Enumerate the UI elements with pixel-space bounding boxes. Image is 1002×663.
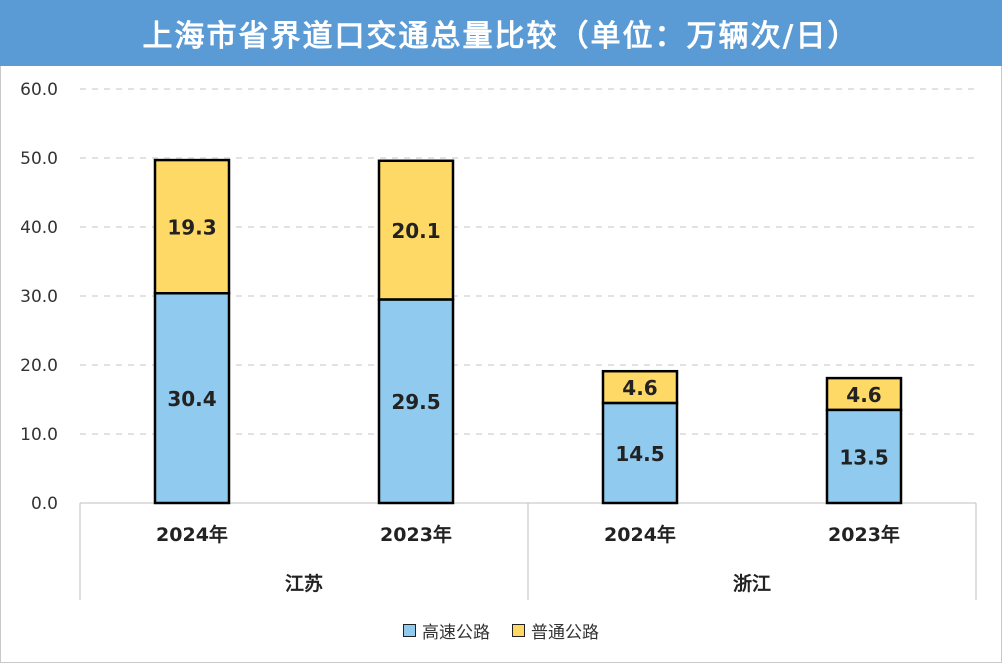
title-bar: 上海市省界道口交通总量比较（单位：万辆次/日） — [0, 0, 1002, 66]
legend-item-ordinary: 普通公路 — [512, 618, 599, 643]
bar-ordinary — [825, 376, 903, 412]
legend-label-expressway: 高速公路 — [422, 622, 490, 643]
x-category-label: 2024年 — [604, 523, 676, 546]
legend-label-ordinary: 普通公路 — [531, 622, 599, 643]
legend-swatch-ordinary — [512, 623, 525, 637]
data-label: 20.1 — [391, 219, 440, 243]
legend-item-expressway: 高速公路 — [403, 618, 490, 643]
bar-ordinary — [377, 159, 455, 301]
y-tick-label: 60.0 — [20, 80, 58, 100]
bar-expressway — [601, 401, 679, 505]
data-label: 4.6 — [846, 383, 881, 407]
y-tick-label: 40.0 — [20, 218, 58, 238]
y-tick-label: 20.0 — [20, 356, 58, 376]
y-tick-label: 0.0 — [31, 494, 58, 514]
bar-expressway — [153, 291, 231, 505]
y-tick-label: 30.0 — [20, 287, 58, 307]
x-group-label: 江苏 — [285, 572, 323, 595]
x-group-label: 浙江 — [733, 572, 771, 595]
chart-title: 上海市省界道口交通总量比较（单位：万辆次/日） — [142, 19, 860, 54]
y-tick-label: 50.0 — [20, 149, 58, 169]
bar-expressway — [377, 298, 455, 505]
bar-expressway — [825, 408, 903, 505]
data-label: 30.4 — [167, 387, 216, 411]
bar-ordinary — [153, 158, 231, 295]
bar-ordinary — [601, 369, 679, 405]
data-label: 14.5 — [615, 442, 664, 466]
data-label: 19.3 — [167, 216, 216, 240]
legend-swatch-expressway — [403, 623, 416, 637]
data-label: 29.5 — [391, 390, 440, 414]
legend: 高速公路 普通公路 — [0, 618, 1002, 643]
x-category-label: 2023年 — [380, 523, 452, 546]
data-label: 13.5 — [839, 445, 888, 469]
data-label: 4.6 — [622, 376, 657, 400]
x-category-label: 2024年 — [156, 523, 228, 546]
x-category-label: 2023年 — [828, 523, 900, 546]
y-tick-label: 10.0 — [20, 425, 58, 445]
